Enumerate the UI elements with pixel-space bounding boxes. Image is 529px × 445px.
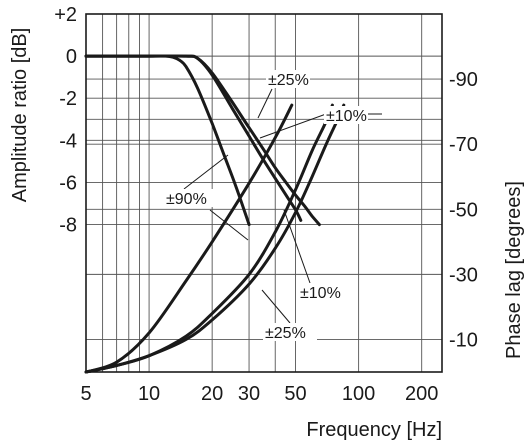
- leader-line: [257, 88, 273, 119]
- leader-line: [261, 289, 291, 324]
- annotation-bg: [266, 70, 310, 88]
- y-right-tick-label: -90: [449, 69, 478, 91]
- annotation-labels: ±25% ±10% ±90% ±10% ±25%: [164, 70, 368, 342]
- x-tick-label: 100: [342, 383, 375, 405]
- y-left-tick-label: -2: [59, 88, 77, 110]
- y-axis-title-left: Amplitude ratio [dB]: [9, 28, 31, 203]
- y-left-tick-label: +2: [54, 4, 77, 26]
- x-tick-label: 20: [201, 383, 223, 405]
- annotation-amp-10: ±10%: [326, 108, 367, 125]
- annotation-bg: [298, 283, 352, 301]
- x-tick-label: 50: [284, 383, 306, 405]
- annotation-phase-10: ±10%: [300, 285, 341, 302]
- x-tick-label: 200: [405, 383, 438, 405]
- y-left-tick-label: -4: [59, 130, 77, 152]
- x-tick-label: 10: [138, 383, 160, 405]
- y-right-tick-label: -30: [449, 264, 478, 286]
- annotation-amp-25: ±25%: [268, 72, 309, 89]
- amplitude-curve-10: [84, 54, 303, 222]
- phase-curve-25: [84, 103, 346, 374]
- annotation-bg: [263, 323, 317, 341]
- grid: [86, 14, 442, 372]
- x-tick-label: 30: [238, 383, 260, 405]
- plot-frame: [85, 13, 443, 373]
- tick-labels: 5 10 20 30 50 100 200 +2 0 -2 -4 -6 -8 -90 -70 -50 -30 -1…: [54, 4, 478, 405]
- annotation-phase-25: ±25%: [265, 325, 306, 342]
- y-left-tick-label: -6: [59, 172, 77, 194]
- leader-line: [183, 154, 229, 190]
- y-right-tick-label: -10: [449, 329, 478, 351]
- annotation-amp-90: ±90%: [166, 191, 207, 208]
- x-axis-title: Frequency [Hz]: [306, 419, 442, 441]
- leader-line: [209, 209, 249, 241]
- leader-line: [283, 209, 311, 284]
- y-right-tick-label: -70: [449, 134, 478, 156]
- y-left-tick-label: -8: [59, 215, 77, 237]
- annotation-bg: [324, 106, 368, 124]
- y-right-tick-label: -50: [449, 199, 478, 221]
- series-group: [84, 54, 346, 374]
- y-left-tick-label: 0: [66, 46, 77, 68]
- x-tick-label: 5: [80, 383, 91, 405]
- phase-curve-90: [84, 103, 294, 374]
- y-axis-title-right: Phase lag [degrees]: [503, 181, 525, 359]
- annotation-bg: [164, 189, 218, 207]
